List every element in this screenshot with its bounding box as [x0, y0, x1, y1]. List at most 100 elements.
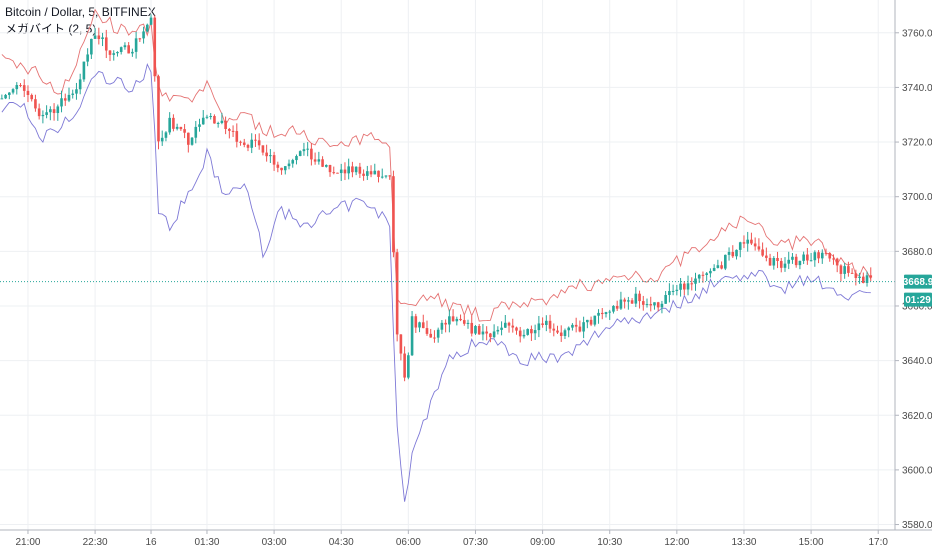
candle-body-74 — [276, 164, 280, 168]
candle-body-114 — [425, 328, 429, 334]
candle-body-19 — [71, 93, 75, 95]
candle-body-23 — [86, 54, 89, 62]
candle-body-129 — [481, 331, 485, 335]
candle-body-206 — [768, 257, 772, 266]
candle-body-159 — [593, 315, 597, 325]
time-tick-label-8: 09:00 — [530, 537, 555, 548]
candle-body-183 — [682, 283, 686, 290]
candle-body-110 — [410, 316, 414, 356]
candlesticks — [0, 14, 873, 382]
time-tick-label-9: 10:30 — [597, 537, 622, 548]
candle-body-202 — [753, 243, 757, 247]
candle-body-135 — [503, 322, 507, 328]
candle-body-193 — [720, 265, 723, 269]
candle-body-92 — [343, 169, 347, 174]
candle-body-126 — [470, 322, 474, 334]
candle-body-35 — [131, 51, 134, 54]
candle-body-121 — [451, 316, 455, 322]
candle-body-98 — [366, 171, 369, 176]
candle-body-144 — [537, 323, 541, 331]
candle-body-94 — [351, 166, 354, 173]
candle-body-160 — [597, 312, 600, 316]
candle-body-24 — [90, 38, 93, 55]
candle-body-146 — [545, 320, 548, 325]
candle-body-84 — [313, 159, 317, 162]
countdown-badge — [904, 292, 932, 307]
candle-body-102 — [380, 176, 384, 178]
candle-body-166 — [619, 299, 623, 309]
candle-body-81 — [302, 149, 306, 152]
candle-body-153 — [571, 324, 574, 328]
candle-body-45 — [168, 117, 171, 133]
candle-body-51 — [190, 137, 194, 145]
candle-body-224 — [835, 258, 839, 266]
candle-body-201 — [750, 239, 753, 244]
candle-body-162 — [604, 312, 608, 315]
candle-body-25 — [93, 35, 97, 39]
candle-body-86 — [321, 159, 324, 167]
candle-body-136 — [507, 322, 511, 326]
candle-body-212 — [791, 256, 794, 260]
candle-body-68 — [254, 139, 257, 141]
candle-body-56 — [209, 116, 213, 118]
price-tick-label-4: 3680.0 — [902, 247, 932, 258]
candle-body-173 — [645, 304, 649, 306]
candle-body-99 — [369, 171, 373, 175]
candle-body-88 — [328, 164, 332, 173]
candle-body-101 — [377, 170, 380, 177]
candle-body-82 — [306, 148, 309, 150]
candle-body-222 — [828, 253, 832, 259]
price-tick-label-0: 3760.0 — [902, 28, 932, 39]
candle-body-20 — [75, 89, 78, 94]
candle-body-198 — [738, 242, 742, 250]
candle-body-34 — [127, 45, 130, 54]
candle-body-100 — [373, 170, 377, 175]
candle-body-142 — [530, 329, 533, 334]
time-tick-label-13: 17:0 — [868, 537, 888, 548]
candle-body-29 — [108, 50, 112, 55]
candle-body-116 — [433, 337, 436, 339]
time-tick-label-11: 13:30 — [731, 537, 756, 548]
candle-body-117 — [436, 329, 440, 338]
candle-body-107 — [399, 334, 403, 354]
candle-body-28 — [104, 37, 108, 51]
candle-body-225 — [839, 265, 843, 274]
candle-body-130 — [485, 331, 488, 334]
candle-body-230 — [858, 276, 861, 278]
candle-body-18 — [67, 94, 71, 101]
countdown-value: 01:29 — [905, 295, 931, 306]
candle-body-195 — [727, 252, 731, 255]
candle-body-216 — [806, 254, 809, 261]
last-price-value: 3668.9 — [903, 277, 932, 288]
upper-band-line — [1, 8, 872, 322]
candle-body-57 — [213, 116, 216, 124]
candle-body-59 — [220, 120, 224, 123]
candle-body-2 — [8, 92, 11, 95]
candle-body-109 — [407, 355, 410, 378]
candle-body-127 — [474, 325, 477, 334]
candle-body-124 — [462, 320, 466, 324]
candle-body-149 — [556, 330, 559, 333]
candle-body-61 — [228, 128, 231, 131]
candle-body-47 — [175, 126, 179, 129]
candle-body-179 — [668, 291, 671, 296]
candle-body-118 — [440, 322, 444, 330]
candle-body-0 — [0, 98, 4, 100]
candle-body-220 — [820, 252, 824, 259]
candle-body-41 — [153, 17, 157, 77]
time-axis[interactable]: 21:00 22:30 16 01:30 03:00 04:30 06:00 07:30 09:… — [0, 529, 932, 550]
time-tick-label-5: 04:30 — [329, 537, 354, 548]
time-tick-label-12: 15:00 — [799, 537, 824, 548]
candle-body-138 — [515, 327, 518, 331]
candle-body-119 — [444, 322, 447, 325]
candle-body-7 — [26, 90, 30, 95]
candle-body-128 — [477, 325, 481, 335]
candle-body-85 — [317, 159, 321, 162]
candle-body-26 — [97, 35, 101, 40]
candle-body-67 — [250, 139, 254, 148]
candle-body-44 — [164, 132, 168, 138]
candle-body-176 — [656, 302, 660, 308]
candle-body-9 — [34, 99, 37, 109]
candle-body-69 — [257, 140, 261, 146]
